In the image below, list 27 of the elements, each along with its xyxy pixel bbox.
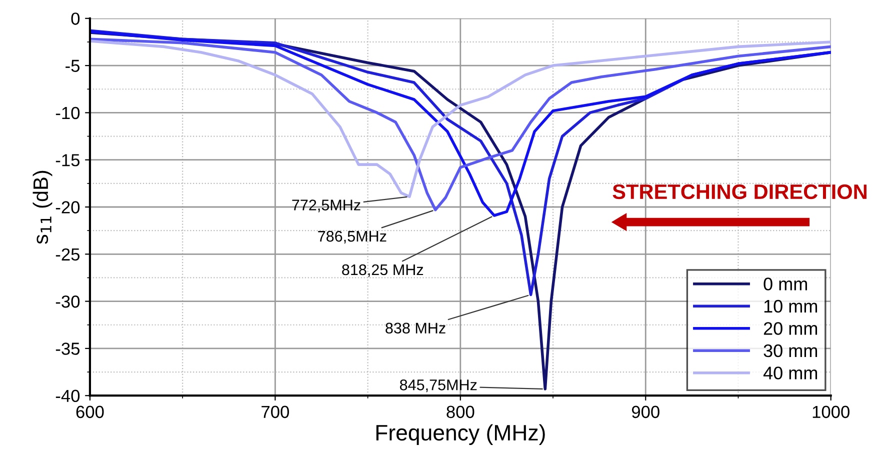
annotation: 838 MHz [386, 322, 446, 334]
y-tick-label: 0 [71, 12, 80, 25]
x-tick-label: 600 [76, 406, 104, 418]
x-axis-title: Frequency (MHz) [376, 424, 545, 445]
legend-label: 30 mm [764, 344, 818, 358]
annotation: 845,75MHz [400, 380, 477, 392]
y-tick-label: -30 [56, 295, 80, 308]
legend-label: 20 mm [764, 322, 818, 335]
annotation: 772,5MHz [292, 200, 360, 212]
legend-label: 10 mm [764, 300, 818, 313]
annotation: 818,25 MHz [342, 264, 424, 277]
y-axis-title: s$_{11}$ (dB) [32, 170, 52, 244]
y-tick-label: -20 [56, 201, 80, 214]
y-tick-label: -35 [56, 342, 80, 355]
x-tick-label: 1000 [812, 406, 850, 418]
x-tick-label: 900 [632, 406, 660, 418]
y-tick-label: -25 [56, 248, 80, 261]
y-tick-label: -40 [56, 390, 80, 402]
x-tick-label: 700 [262, 406, 289, 418]
annotation: STRETCHING DIRECTION [612, 184, 866, 200]
annotation: 786,5MHz [318, 230, 386, 244]
legend-label: 0 mm [764, 278, 807, 290]
y-tick-label: -15 [56, 154, 80, 166]
y-tick-label: -10 [56, 106, 80, 120]
legend-label: 40 mm [763, 366, 818, 380]
x-tick-label: 800 [446, 406, 474, 418]
y-tick-label: -5 [66, 60, 80, 72]
